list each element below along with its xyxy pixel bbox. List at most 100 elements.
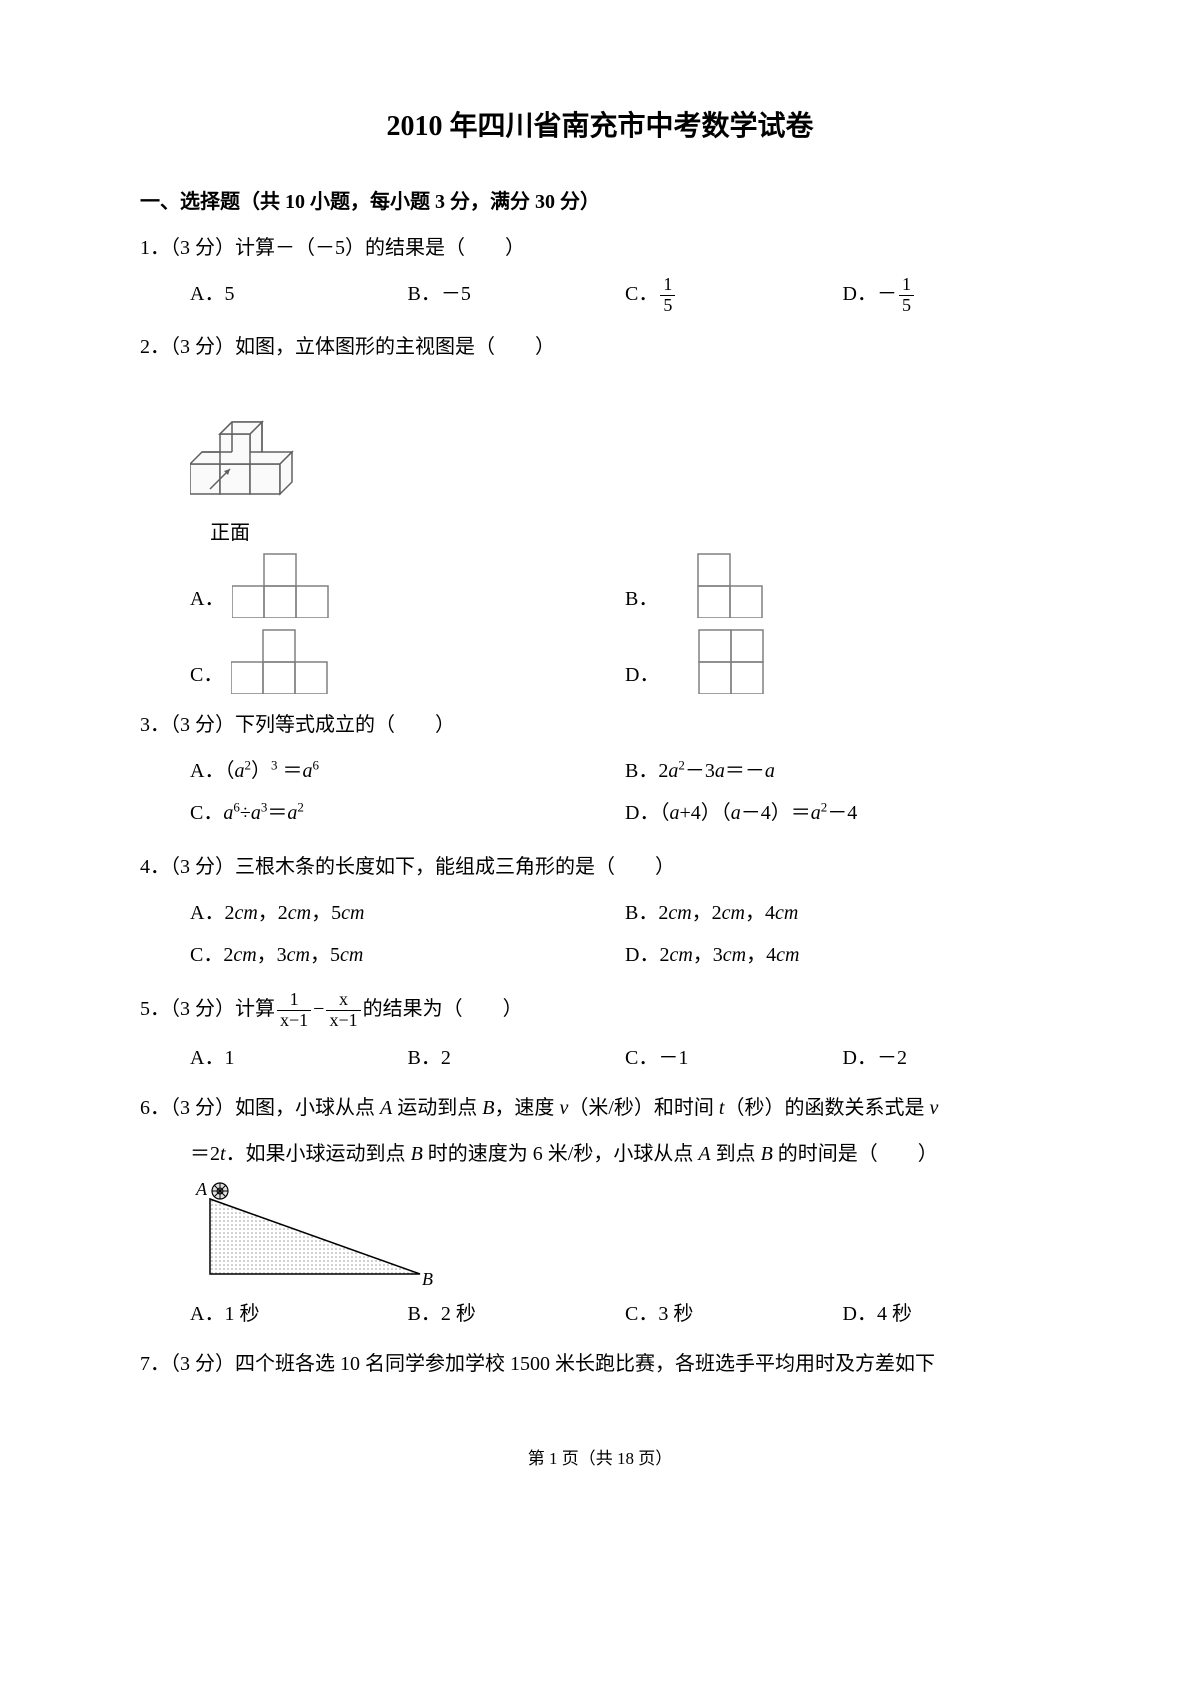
question-2: 2．（3 分）如图，立体图形的主视图是（ ） (140, 328, 1060, 694)
q5-choice-c: C．－1 (625, 1039, 843, 1077)
q4-choice-b: B．2cm，2cm，4cm (625, 894, 1060, 932)
text-part: ＝ (277, 760, 302, 782)
q2-choice-d: D． (625, 628, 1060, 694)
question-5: 5．（3 分）计算1x−1−xx−1的结果为（ ） A．1 B．2 C．－1 D… (140, 990, 1060, 1077)
fraction: 15 (899, 275, 914, 316)
view-d-icon (667, 628, 767, 694)
text-part: − (313, 998, 324, 1020)
text-part: ，速度 (494, 1097, 559, 1119)
denominator: x−1 (326, 1011, 360, 1031)
unit: cm (776, 944, 799, 966)
q3-choice-c: C．a6÷a3＝a2 (190, 794, 625, 832)
var: a (669, 802, 679, 824)
text-part: －4 (827, 802, 857, 824)
q2-choice-b: B． (625, 552, 1060, 618)
text-part: C． (190, 802, 223, 824)
text-part: ） (251, 760, 271, 782)
q6-text: 6．（3 分）如图，小球从点 A 运动到点 B，速度 v（米/秒）和时间 t（秒… (140, 1089, 1060, 1127)
unit: cm (341, 902, 364, 924)
q6-diagram: A B (140, 1179, 1060, 1289)
q5-choice-d: D．－2 (843, 1039, 1061, 1077)
choice-label: B． (625, 580, 658, 618)
q4-choice-c: C．2cm，3cm，5cm (190, 936, 625, 974)
q4-choice-a: A．2cm，2cm，5cm (190, 894, 625, 932)
question-1: 1．（3 分）计算－（－5）的结果是（ ） A．5 B．－5 C．15 D．－1… (140, 229, 1060, 316)
q1-choice-d: D．－15 (843, 275, 1061, 316)
q1-choice-b: B．－5 (408, 275, 626, 316)
text-part: 到点 (711, 1143, 761, 1165)
point-b-label: B (422, 1269, 433, 1289)
q5-choice-b: B．2 (408, 1039, 626, 1077)
var: a (251, 802, 261, 824)
var: A (698, 1143, 710, 1165)
fraction: xx−1 (326, 990, 360, 1031)
q1-choice-a: A．5 (190, 275, 408, 316)
q3-choice-b: B．2a2－3a＝－a (625, 752, 1060, 790)
question-3: 3．（3 分）下列等式成立的（ ） A．（a2）3 ＝a6 B．2a2－3a＝－… (140, 706, 1060, 836)
text-part: ．如果小球运动到点 (226, 1143, 411, 1165)
text-part: 时的速度为 6 米/秒，小球从点 (423, 1143, 699, 1165)
front-label: 正面 (210, 514, 1060, 552)
var: B (482, 1097, 494, 1119)
var: a (287, 802, 297, 824)
numerator: 1 (277, 990, 311, 1011)
text-part: 5．（3 分）计算 (140, 998, 275, 1020)
q7-text: 7．（3 分）四个班各选 10 名同学参加学校 1500 米长跑比赛，各班选手平… (140, 1345, 1060, 1383)
page-footer: 第 1 页（共 18 页） (140, 1443, 1060, 1475)
text-part: B．2 (625, 902, 668, 924)
cube-figure-icon (190, 374, 310, 514)
var: a (234, 760, 244, 782)
choice-label: D． (625, 656, 659, 694)
view-c-icon (231, 628, 331, 694)
section-header: 一、选择题（共 10 小题，每小题 3 分，满分 30 分） (140, 183, 1060, 221)
var: a (731, 802, 741, 824)
text-part: D．2 (625, 944, 669, 966)
q4-choice-d: D．2cm，3cm，4cm (625, 936, 1060, 974)
var: v (929, 1097, 938, 1119)
text-part: A．（ (190, 760, 234, 782)
text-part: （米/秒）和时间 (568, 1097, 719, 1119)
q2-3d-figure: 正面 (140, 374, 1060, 552)
text-part: ，3 (693, 944, 723, 966)
text-part: ＝－ (725, 760, 765, 782)
denominator: 5 (660, 296, 675, 316)
q2-choice-c: C． (190, 628, 625, 694)
unit: cm (340, 944, 363, 966)
q6-choice-c: C．3 秒 (625, 1295, 843, 1333)
question-7: 7．（3 分）四个班各选 10 名同学参加学校 1500 米长跑比赛，各班选手平… (140, 1345, 1060, 1383)
text-part: ，2 (692, 902, 722, 924)
text-part: ，5 (311, 902, 341, 924)
q6-text-line2: ＝2t．如果小球运动到点 B 时的速度为 6 米/秒，小球从点 A 到点 B 的… (140, 1135, 1060, 1173)
text-part: B．2 (625, 760, 668, 782)
q1-d-prefix: D．－ (843, 283, 897, 305)
numerator: 1 (899, 275, 914, 296)
text-part: ，4 (745, 902, 775, 924)
q3-choice-d: D．（a+4）（a－4）＝a2－4 (625, 794, 1060, 832)
q2-text: 2．（3 分）如图，立体图形的主视图是（ ） (140, 328, 1060, 366)
text-part: A．2 (190, 902, 234, 924)
text-part: 运动到点 (392, 1097, 482, 1119)
q6-choice-a: A．1 秒 (190, 1295, 408, 1333)
exp: 6 (312, 757, 319, 772)
text-part: ，5 (310, 944, 340, 966)
text-part: 6．（3 分）如图，小球从点 (140, 1097, 380, 1119)
text-part: ，4 (746, 944, 776, 966)
text-part: －4）＝ (741, 802, 811, 824)
text-part: ，2 (258, 902, 288, 924)
unit: cm (288, 902, 311, 924)
fraction: 1x−1 (277, 990, 311, 1031)
question-4: 4．（3 分）三根木条的长度如下，能组成三角形的是（ ） A．2cm，2cm，5… (140, 848, 1060, 978)
text-part: +4）（ (679, 802, 730, 824)
var: B (411, 1143, 423, 1165)
q2-choice-a: A． (190, 552, 625, 618)
question-6: 6．（3 分）如图，小球从点 A 运动到点 B，速度 v（米/秒）和时间 t（秒… (140, 1089, 1060, 1333)
var: a (765, 760, 775, 782)
text-part: ÷ (240, 802, 251, 824)
text-part: ＝2 (190, 1143, 220, 1165)
exp: 2 (297, 799, 304, 814)
fraction: 15 (660, 275, 675, 316)
text-part: D．（ (625, 802, 669, 824)
choice-label: A． (190, 580, 224, 618)
denominator: 5 (899, 296, 914, 316)
page-title: 2010 年四川省南充市中考数学试卷 (140, 100, 1060, 153)
